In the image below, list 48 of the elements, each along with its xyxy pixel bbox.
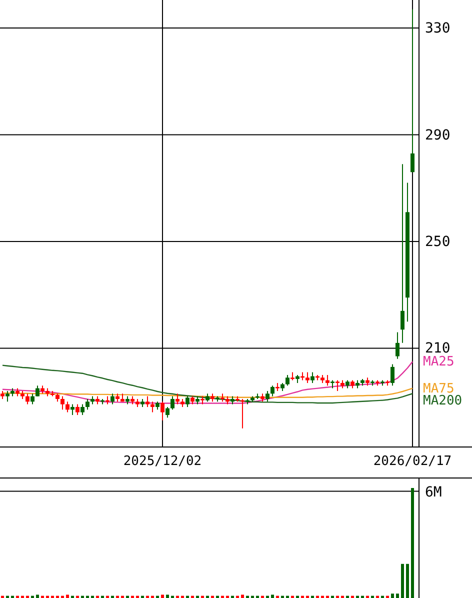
candlestick	[76, 404, 80, 416]
candlestick	[176, 393, 180, 405]
y-tick-label: 250	[425, 234, 450, 250]
candlestick	[110, 393, 114, 405]
candlestick	[326, 374, 330, 386]
candlestick	[396, 332, 400, 360]
bar	[391, 594, 394, 598]
bar	[166, 594, 169, 598]
bar	[406, 564, 409, 598]
bar	[401, 564, 404, 598]
ref-line-label: 6M	[425, 484, 442, 500]
candlestick	[36, 385, 40, 397]
candlestick	[150, 401, 154, 413]
candlestick	[6, 390, 10, 402]
x-tick-label: 2026/02/17	[373, 454, 452, 470]
candlestick	[146, 396, 150, 408]
bar	[36, 594, 39, 598]
y-tick-label: 210	[425, 340, 450, 357]
candlestick	[66, 401, 70, 413]
candlestick	[60, 396, 64, 410]
candlestick	[266, 390, 270, 402]
candlestick	[160, 401, 164, 421]
bar	[411, 488, 414, 598]
y-tick-label: 330	[425, 20, 450, 36]
candlestick	[170, 396, 174, 410]
candlestick	[336, 380, 340, 392]
bar	[271, 594, 274, 598]
candlestick	[306, 372, 310, 384]
bar	[66, 594, 69, 598]
candlestick	[286, 374, 290, 386]
candlestick	[30, 393, 34, 405]
candlestick	[166, 406, 170, 418]
candlestick	[70, 404, 74, 416]
bar	[396, 594, 399, 598]
candlestick	[86, 398, 90, 410]
candlestick	[390, 364, 394, 386]
bar	[241, 594, 244, 598]
y-tick-label: 290	[425, 127, 450, 144]
candlestick	[186, 396, 190, 408]
series-label: MA200	[423, 393, 462, 408]
candlestick	[310, 372, 314, 384]
candlestick	[80, 404, 84, 416]
x-tick-label: 2025/12/02	[123, 454, 202, 470]
candlestick	[400, 164, 404, 344]
bar	[161, 594, 164, 598]
series-label: MA25	[423, 354, 454, 370]
candlestick	[270, 385, 274, 397]
candlestick	[26, 393, 30, 405]
